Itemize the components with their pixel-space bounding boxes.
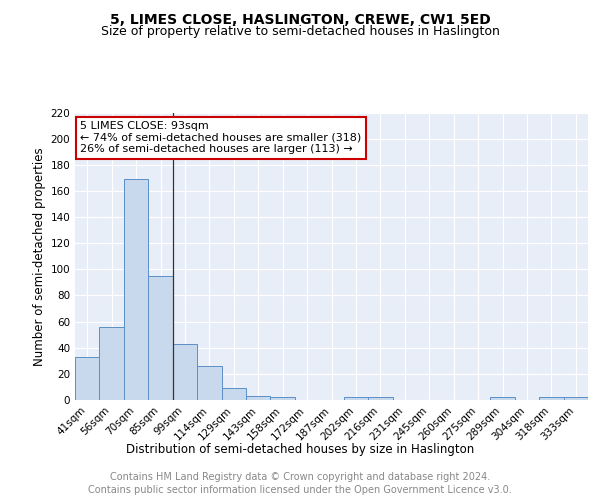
Text: Contains HM Land Registry data © Crown copyright and database right 2024.: Contains HM Land Registry data © Crown c… bbox=[110, 472, 490, 482]
Y-axis label: Number of semi-detached properties: Number of semi-detached properties bbox=[33, 147, 46, 366]
Bar bbox=[173, 344, 197, 400]
Bar bbox=[75, 357, 100, 400]
Bar bbox=[344, 398, 368, 400]
Text: 5 LIMES CLOSE: 93sqm
← 74% of semi-detached houses are smaller (318)
26% of semi: 5 LIMES CLOSE: 93sqm ← 74% of semi-detac… bbox=[80, 121, 361, 154]
Text: Distribution of semi-detached houses by size in Haslington: Distribution of semi-detached houses by … bbox=[126, 442, 474, 456]
Bar bbox=[490, 398, 515, 400]
Bar bbox=[246, 396, 271, 400]
Bar bbox=[124, 179, 148, 400]
Bar bbox=[197, 366, 221, 400]
Bar bbox=[539, 398, 563, 400]
Text: Size of property relative to semi-detached houses in Haslington: Size of property relative to semi-detach… bbox=[101, 25, 499, 38]
Bar bbox=[368, 398, 392, 400]
Bar bbox=[221, 388, 246, 400]
Text: Contains public sector information licensed under the Open Government Licence v3: Contains public sector information licen… bbox=[88, 485, 512, 495]
Bar bbox=[100, 327, 124, 400]
Bar bbox=[148, 276, 173, 400]
Text: 5, LIMES CLOSE, HASLINGTON, CREWE, CW1 5ED: 5, LIMES CLOSE, HASLINGTON, CREWE, CW1 5… bbox=[110, 12, 490, 26]
Bar bbox=[271, 398, 295, 400]
Bar bbox=[563, 398, 588, 400]
